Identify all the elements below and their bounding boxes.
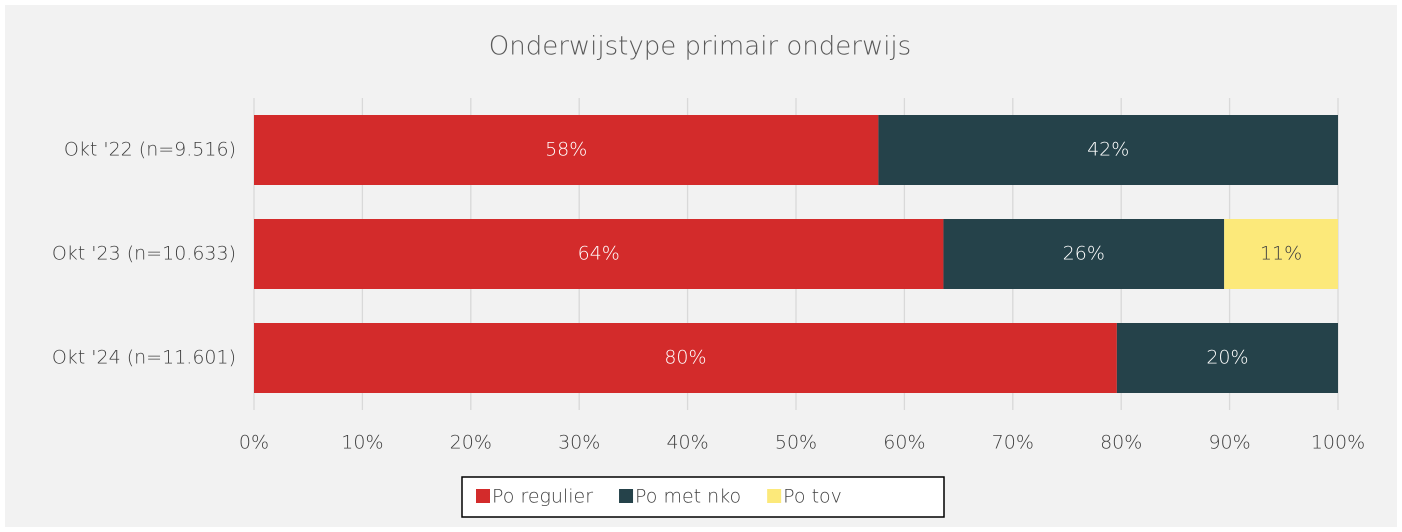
x-tick-label: 60% <box>883 432 925 454</box>
legend-swatch <box>476 489 490 503</box>
data-label: 58% <box>545 139 587 161</box>
data-label: 42% <box>1087 139 1129 161</box>
legend-swatch <box>767 489 782 503</box>
legend-label: Po regulier <box>492 486 593 508</box>
x-tick-label: 90% <box>1208 432 1250 454</box>
x-tick-label: 40% <box>666 432 708 454</box>
data-label: 64% <box>578 243 620 265</box>
x-tick-label: 30% <box>558 432 600 454</box>
bar-segment <box>943 219 1225 289</box>
legend-swatch <box>619 489 634 503</box>
bar-segment <box>878 115 1338 185</box>
y-tick-label: Okt '23 (n=10.633) <box>52 243 236 265</box>
bar-segment <box>1116 323 1338 393</box>
x-tick-label: 20% <box>450 432 492 454</box>
y-tick-label: Okt '22 (n=9.516) <box>64 139 236 161</box>
x-tick-label: 70% <box>992 432 1034 454</box>
x-tick-label: 100% <box>1311 432 1365 454</box>
data-label: 26% <box>1063 243 1105 265</box>
legend-label: Po met nko <box>635 486 741 508</box>
data-label: 20% <box>1206 347 1248 369</box>
legend <box>461 476 945 518</box>
bar-segment <box>254 323 1117 393</box>
y-tick-label: Okt '24 (n=11.601) <box>52 347 236 369</box>
bar-segment <box>1224 219 1338 289</box>
x-tick-label: 80% <box>1100 432 1142 454</box>
x-tick-label: 10% <box>341 432 383 454</box>
legend-label: Po tov <box>783 486 842 508</box>
x-tick-label: 0% <box>239 432 269 454</box>
bar-segment <box>254 219 944 289</box>
data-label: 11% <box>1260 243 1302 265</box>
chart-title: Onderwijstype primair onderwijs <box>489 32 911 62</box>
data-label: 80% <box>664 347 706 369</box>
bar-segment <box>254 115 879 185</box>
x-tick-label: 50% <box>775 432 817 454</box>
